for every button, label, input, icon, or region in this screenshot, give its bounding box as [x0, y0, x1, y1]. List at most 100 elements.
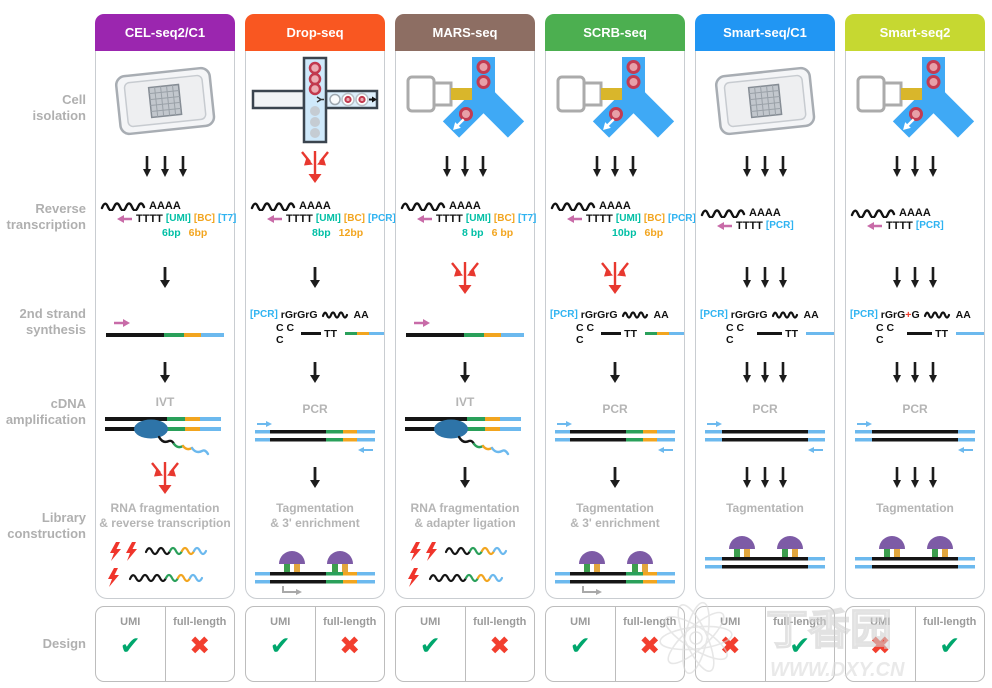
design-umi-cell: UMI ✔: [569, 616, 591, 660]
polya-tail: AAAA: [599, 199, 631, 212]
row-label-cdna-amplification: cDNA amplification: [5, 396, 86, 427]
t7-token: [T7]: [518, 213, 537, 224]
microfluidic-chip-icon: [114, 66, 216, 136]
plain-tail: [956, 331, 984, 336]
aa-label: AA: [955, 308, 971, 321]
cdna-line: [301, 332, 322, 335]
cdna-line: [756, 332, 783, 335]
down-arrow-icon: [310, 467, 320, 488]
mrna-wave-icon: [850, 208, 896, 218]
template-switch-diagram: [PCR] rGrGrG AA C C C TT: [700, 309, 834, 346]
primer-arrow-icon: [414, 318, 430, 327]
tagmentation-icon: [705, 536, 825, 569]
full-length-mark: ✖: [339, 631, 361, 660]
row-label-cell-isolation: Cell isolation: [32, 92, 86, 123]
polyt-primer: TTTT: [436, 212, 463, 225]
tt-label: TT: [935, 327, 948, 340]
row-label-library-construction: Library construction: [7, 510, 86, 541]
bc-token: [BC]: [493, 213, 515, 224]
amplification-method-label: IVT: [155, 395, 175, 409]
full-length-mark: ✔: [939, 631, 961, 660]
pcr-token: [PCR]: [550, 309, 578, 320]
plain-tail: [806, 331, 834, 336]
design-full-length-cell: full-length ✔: [914, 607, 985, 681]
down-arrow-icon: [610, 467, 620, 488]
library-method-label: Tagmentation: [876, 501, 954, 515]
tagmentation-icon: [555, 551, 675, 595]
design-umi-cell: UMI ✔: [419, 616, 441, 660]
design-umi-cell: UMI ✔: [269, 616, 291, 660]
down-arrow-icon: [460, 467, 470, 488]
primer-arrow-icon: [567, 214, 582, 223]
polyt-primer: TTTT: [136, 212, 163, 225]
triple-down-arrows-icon: [893, 156, 937, 177]
ccc-label: C C C: [276, 321, 295, 346]
rg-overhang: rGrGrG: [280, 308, 318, 321]
pcr-token: [PCR]: [368, 213, 396, 224]
pool-arrow-icon: [151, 462, 179, 494]
design-box: UMI ✔ full-length ✖: [95, 606, 235, 682]
aa-label: AA: [353, 308, 369, 321]
polya-tail: AAAA: [749, 206, 781, 219]
cdna-line: [601, 332, 622, 335]
mrna-wave-icon: [621, 311, 648, 319]
amplification-method-label: IVT: [455, 395, 475, 409]
pcr-product-icon: [705, 421, 825, 453]
polya-tail: AAAA: [449, 199, 481, 212]
rna-fragmentation-icon: [408, 542, 508, 587]
design-umi-cell: UMI ✔: [119, 616, 141, 660]
rna-fragmentation-icon: [108, 542, 208, 587]
library-method-label: Tagmentation & 3' enrichment: [270, 501, 360, 530]
down-arrow-icon: [160, 267, 170, 288]
full-length-mark: ✖: [189, 631, 211, 660]
design-full-length-cell: full-length ✖: [464, 607, 535, 681]
pcr-product-icon: [255, 421, 375, 453]
pcr-token: [PCR]: [915, 220, 944, 231]
reverse-transcription-diagram: AAAA TTTT [UMI] [BC] [T7] 6bp 6bp: [96, 185, 236, 253]
bc-length: 6bp: [644, 226, 664, 239]
second-strand-primer-diagram: [406, 318, 524, 337]
tt-label: TT: [624, 327, 637, 340]
method-title: CEL-seq2/C1: [124, 25, 206, 40]
template-switch-diagram: [PCR] rGrGrG AA C C C TT: [550, 309, 684, 346]
facs-sorter-icon: [856, 57, 974, 138]
umi-mark: ✔: [419, 631, 441, 660]
pcr-product-icon: [855, 421, 975, 453]
mrna-wave-icon: [100, 201, 146, 211]
template-switch-diagram: [PCR] rGrGrG AA C C C TT: [250, 309, 384, 346]
polyt-primer: TTTT: [586, 212, 613, 225]
second-strand-primer-diagram: [106, 318, 224, 337]
lna-plus: +: [905, 308, 912, 321]
full-length-mark: ✖: [639, 631, 661, 660]
ccc-label: C C C: [876, 321, 895, 346]
design-box: UMI ✔ full-length ✖: [245, 606, 385, 682]
design-full-length-cell: full-length ✔: [764, 607, 835, 681]
design-box: UMI ✔ full-length ✖: [545, 606, 685, 682]
pool-arrow-icon: [301, 151, 329, 183]
down-arrow-icon: [160, 362, 170, 383]
aa-label: AA: [653, 308, 669, 321]
column-scrb-seq: SCRB-seq: [545, 14, 696, 599]
tt-label: TT: [324, 327, 337, 340]
mrna-wave-icon: [923, 311, 950, 319]
triple-down-arrows-icon: [893, 362, 937, 383]
umi-length: 8bp: [312, 226, 331, 239]
library-method-label: RNA fragmentation & adapter ligation: [410, 501, 520, 530]
mrna-wave-icon: [700, 208, 746, 218]
full-length-mark: ✔: [789, 631, 811, 660]
primer-arrow-icon: [717, 221, 732, 230]
amplification-method-label: PCR: [602, 402, 628, 416]
row-label-2nd-strand: 2nd strand synthesis: [19, 306, 86, 337]
pcr-token: [PCR]: [765, 220, 794, 231]
primer-arrow-icon: [114, 318, 130, 327]
pool-arrow-icon: [601, 262, 629, 294]
umi-token: [UMI]: [465, 213, 491, 224]
design-box: UMI ✖ full-length ✔: [845, 606, 985, 682]
ivt-polymerase-icon: [105, 417, 221, 456]
facs-sorter-icon: [406, 57, 524, 138]
tt-label: TT: [785, 327, 798, 340]
down-arrow-icon: [610, 362, 620, 383]
aa-label: AA: [803, 308, 819, 321]
down-arrow-icon: [310, 267, 320, 288]
